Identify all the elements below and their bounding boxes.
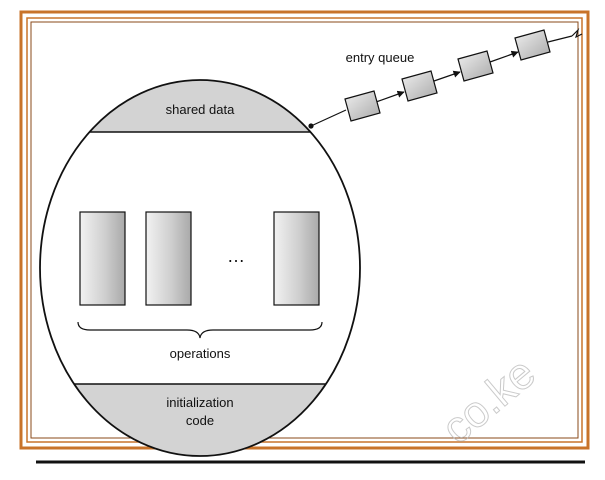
operation-box xyxy=(273,211,320,306)
init-code-label-line1: initialization xyxy=(166,395,233,410)
queue-tail-break xyxy=(571,27,583,39)
entry-queue-label: entry queue xyxy=(346,50,415,65)
operation-box xyxy=(79,211,126,306)
operations-brace xyxy=(77,321,323,339)
shared-data-label: shared data xyxy=(166,102,235,117)
page-frame xyxy=(19,10,590,450)
operations-label: operations xyxy=(170,346,231,361)
queue-arrow xyxy=(375,90,405,103)
queue-arrow xyxy=(489,50,519,63)
queue-arrow xyxy=(433,70,461,82)
queue-node xyxy=(344,90,381,122)
operations-group: … operations xyxy=(77,211,323,361)
ellipsis-dots: … xyxy=(227,246,245,266)
queue-node xyxy=(514,29,551,61)
queue-connector xyxy=(310,109,347,127)
queue-node xyxy=(457,50,494,82)
queue-tail-line xyxy=(547,35,573,43)
queue-node xyxy=(401,70,438,102)
entry-queue xyxy=(308,27,583,129)
init-code-label-line2: code xyxy=(186,413,214,428)
queue-attach-dot xyxy=(308,123,314,129)
operation-box xyxy=(145,211,192,306)
